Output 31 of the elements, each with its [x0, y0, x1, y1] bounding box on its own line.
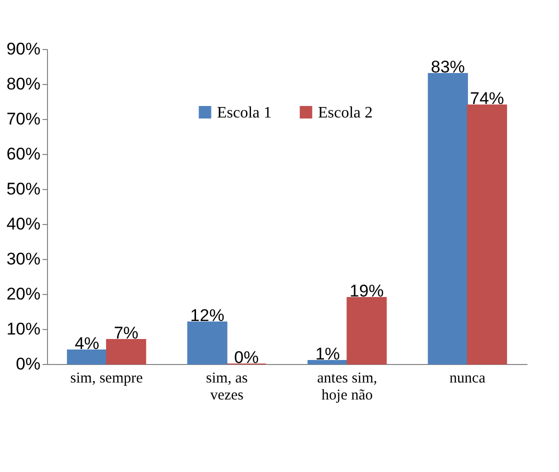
- data-label: 74%: [470, 89, 504, 108]
- y-tick-label: 60%: [6, 144, 40, 164]
- bar: [466, 104, 508, 364]
- y-tick-label: 90%: [6, 40, 40, 58]
- y-tick-label: 40%: [6, 214, 40, 234]
- y-tick-label: 10%: [6, 320, 40, 338]
- y-tick-label: 30%: [6, 250, 40, 268]
- x-tick-label: sim, as vezes: [206, 370, 248, 404]
- data-label: 4%: [74, 334, 100, 353]
- legend-label: Escola 1: [217, 104, 272, 122]
- legend-label: Escola 2: [318, 104, 373, 122]
- x-tick-label: antes sim, hoje não: [317, 370, 378, 404]
- y-tick-label: 50%: [6, 180, 40, 198]
- bar: [187, 322, 228, 364]
- data-label: 83%: [430, 58, 465, 76]
- data-label: 1%: [315, 344, 340, 364]
- x-tick-label: sim, sempre: [70, 370, 144, 386]
- y-tick-label: 0%: [16, 354, 40, 374]
- bar: [308, 360, 348, 364]
- y-tick-label: 80%: [6, 74, 40, 94]
- bar: [346, 297, 387, 364]
- data-label: 12%: [190, 306, 224, 325]
- data-label: 19%: [350, 282, 384, 300]
- bar: [66, 350, 108, 364]
- bar: [106, 339, 146, 364]
- y-tick-label: 70%: [6, 110, 40, 128]
- data-label: 7%: [114, 324, 138, 342]
- bar: [428, 73, 468, 364]
- y-tick-label: 20%: [6, 284, 40, 304]
- x-tick-label: nunca: [450, 370, 486, 386]
- data-label: 0%: [234, 348, 259, 367]
